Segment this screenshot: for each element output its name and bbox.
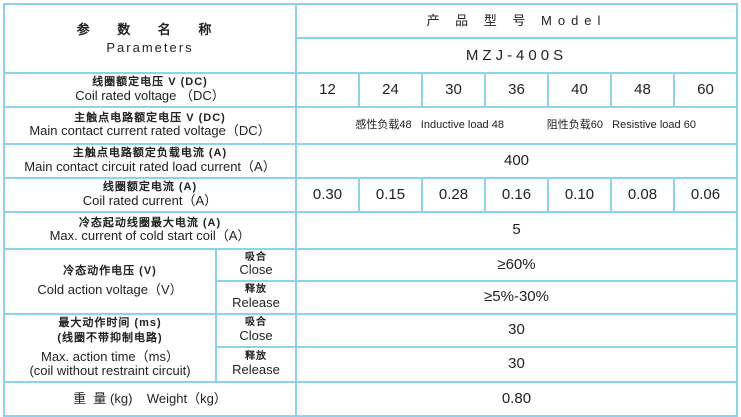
label-cn: 主触点电路额定电压 V (DC)	[74, 111, 226, 124]
row-coil-voltage: 线圈额定电压 V (DC) Coil rated voltage （DC） 12 …	[3, 72, 738, 108]
parameters-header: 参 数 名 称 Parameters	[3, 3, 297, 74]
value-cell: 30	[421, 72, 486, 108]
resistive-load-value: 阻性负载60 Resistive load 60	[546, 118, 696, 131]
release-cn: 释放	[245, 351, 267, 363]
row-action-time-release: 释放 Release 30	[4, 345, 738, 383]
value-cell: 0.16	[484, 176, 549, 213]
row-coil-current: 线圈额定电流 (A) Coil rated current（A） 0.30 0.1…	[3, 176, 738, 213]
model-header: 产 品 型 号 Model	[295, 3, 738, 39]
close-cn: 吸合	[245, 317, 267, 329]
release-cn: 释放	[245, 284, 267, 296]
release-en: Release	[232, 361, 280, 377]
value-cell: 36	[484, 72, 549, 108]
label-cn: 冷态起动线圈最大电流 (A)	[78, 216, 222, 229]
value-cell: 5	[295, 210, 738, 250]
value-cell: 0.06	[673, 176, 738, 213]
value-cell: 0.30	[295, 176, 360, 213]
weight-label: 重 量 (kg) Weight（kg）	[3, 380, 297, 417]
value-cell: 0.80	[295, 380, 738, 417]
row-load-current: 主触点电路额定负载电流 (A) Main contact circuit rate…	[3, 142, 738, 179]
label-en: Cold action voltage（V）	[37, 281, 183, 297]
parameters-cn: 参 数 名 称	[76, 21, 224, 37]
label-en-2: (coil without restraint circuit)	[29, 362, 191, 378]
value-cell: 48	[610, 72, 675, 108]
label-cn-2: (线圈不带抑制电路)	[57, 331, 163, 344]
label-en: Max. action time（ms）	[41, 349, 179, 365]
value-cell: 0.28	[421, 176, 486, 213]
label-cn: 主触点电路额定负载电流 (A)	[72, 147, 228, 160]
row-contact-voltage: 主触点电路额定电压 V (DC) Main contact current rat…	[3, 106, 738, 145]
inductive-load-value: 感性负载48 Inductive load 48	[355, 118, 504, 131]
row-cold-start: 冷态起动线圈最大电流 (A) Max. current of cold start…	[3, 210, 738, 250]
close-cn: 吸合	[245, 251, 267, 263]
label-cn: 线圈额定电流 (A)	[102, 181, 198, 194]
label-cn: 冷态动作电压 (V)	[63, 265, 157, 278]
value-cell: 12	[295, 72, 360, 108]
row-cold-action-release: 释放 Release ≥5%-30%	[4, 279, 738, 315]
label-en: Main contact current rated voltage（DC）	[29, 123, 271, 139]
label-en: Max. current of cold start coil（A）	[49, 228, 251, 244]
label-en: Main contact circuit rated load current（…	[24, 158, 276, 174]
label-cn: 最大动作时间 (ms)	[58, 316, 162, 329]
value-cell: 0.08	[610, 176, 675, 213]
label-en: Coil rated current（A）	[82, 192, 218, 208]
value-cell: 30	[295, 345, 738, 383]
value-cell: 30	[295, 312, 738, 348]
value-cell: ≥60%	[295, 247, 738, 282]
close-en: Close	[239, 262, 273, 278]
row-action-time-close: 最大动作时间 (ms) (线圈不带抑制电路) Max. action time（ms…	[3, 312, 738, 383]
value-cell: ≥5%-30%	[295, 279, 738, 315]
specs-table: 参 数 名 称 Parameters 产 品 型 号 Model MZJ-400…	[3, 3, 738, 417]
value-cell: 40	[547, 72, 612, 108]
model-number: MZJ-400S	[295, 37, 738, 74]
label-cn: 线圈额定电压 V (DC)	[92, 76, 208, 89]
close-en: Close	[239, 327, 273, 343]
value-cell: 0.15	[358, 176, 423, 213]
value-cell: 60	[673, 72, 738, 108]
row-cold-action-close: 冷态动作电压 (V) Cold action voltage（V） 吸合 Close…	[3, 247, 738, 315]
row-weight: 重 量 (kg) Weight（kg） 0.80	[3, 380, 738, 417]
value-cell: 0.10	[547, 176, 612, 213]
label-en: Coil rated voltage （DC）	[75, 87, 225, 103]
parameters-en: Parameters	[106, 39, 194, 55]
value-cell: 400	[295, 142, 738, 179]
value-cell: 24	[358, 72, 423, 108]
release-en: Release	[232, 294, 280, 310]
